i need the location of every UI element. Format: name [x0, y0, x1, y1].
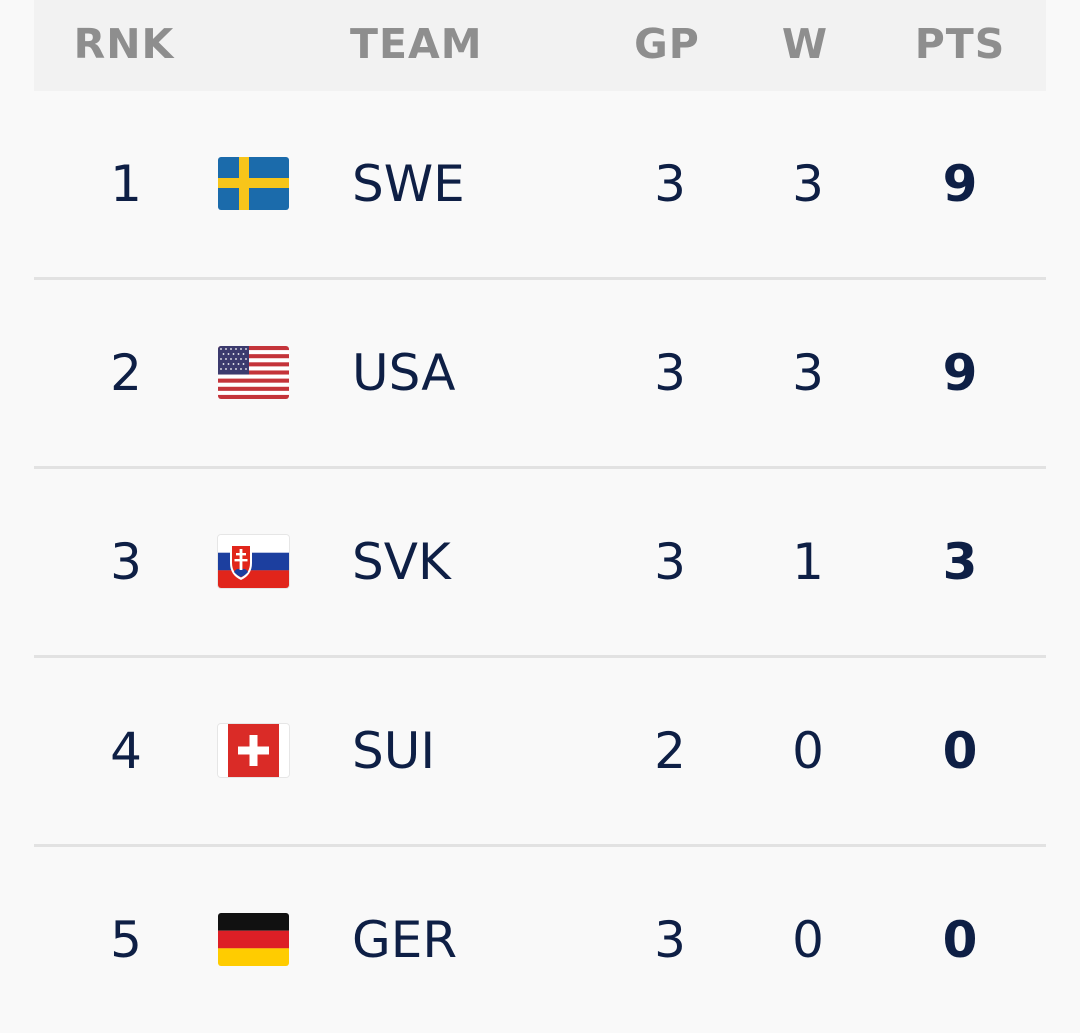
row-games-played: 3	[654, 344, 686, 402]
header-points[interactable]: PTS	[914, 20, 1006, 68]
table-header: RNK TEAM GP W PTS	[34, 0, 1046, 91]
table-row[interactable]: 1 SWE 3 3 9	[34, 91, 1046, 280]
row-games-played: 3	[654, 533, 686, 591]
header-team[interactable]: TEAM	[350, 20, 483, 68]
row-wins: 0	[792, 722, 824, 780]
table-row[interactable]: 2 USA 3 3	[34, 280, 1046, 469]
row-wins: 3	[792, 155, 824, 213]
sweden-flag-icon	[218, 157, 289, 210]
row-games-played: 3	[654, 911, 686, 969]
row-points: 3	[942, 533, 978, 591]
row-rank: 5	[110, 911, 142, 969]
row-team[interactable]: SUI	[352, 722, 436, 780]
slovakia-flag-icon	[218, 535, 289, 588]
switzerland-flag-icon	[218, 724, 289, 777]
row-points: 9	[942, 155, 978, 213]
row-games-played: 2	[654, 722, 686, 780]
table-row[interactable]: 4 SUI 2 0 0	[34, 658, 1046, 847]
row-rank: 4	[110, 722, 142, 780]
row-team[interactable]: SVK	[352, 533, 451, 591]
row-team[interactable]: SWE	[352, 155, 465, 213]
row-points: 0	[942, 911, 978, 969]
row-rank: 2	[110, 344, 142, 402]
header-rank[interactable]: RNK	[73, 20, 175, 68]
row-team[interactable]: USA	[352, 344, 456, 402]
row-wins: 3	[792, 344, 824, 402]
header-wins[interactable]: W	[781, 20, 829, 68]
usa-flag-icon	[218, 346, 289, 399]
header-games-played[interactable]: GP	[634, 20, 700, 68]
row-wins: 1	[792, 533, 824, 591]
germany-flag-icon	[218, 913, 289, 966]
row-team[interactable]: GER	[352, 911, 458, 969]
table-row[interactable]: 5 GER 3 0 0	[34, 847, 1046, 1033]
row-games-played: 3	[654, 155, 686, 213]
row-rank: 3	[110, 533, 142, 591]
row-points: 9	[942, 344, 978, 402]
row-wins: 0	[792, 911, 824, 969]
row-rank: 1	[110, 155, 142, 213]
standings-table: RNK TEAM GP W PTS 1 SWE 3 3 9 2	[34, 0, 1046, 1033]
row-points: 0	[942, 722, 978, 780]
table-row[interactable]: 3 SVK 3 1 3	[34, 469, 1046, 658]
